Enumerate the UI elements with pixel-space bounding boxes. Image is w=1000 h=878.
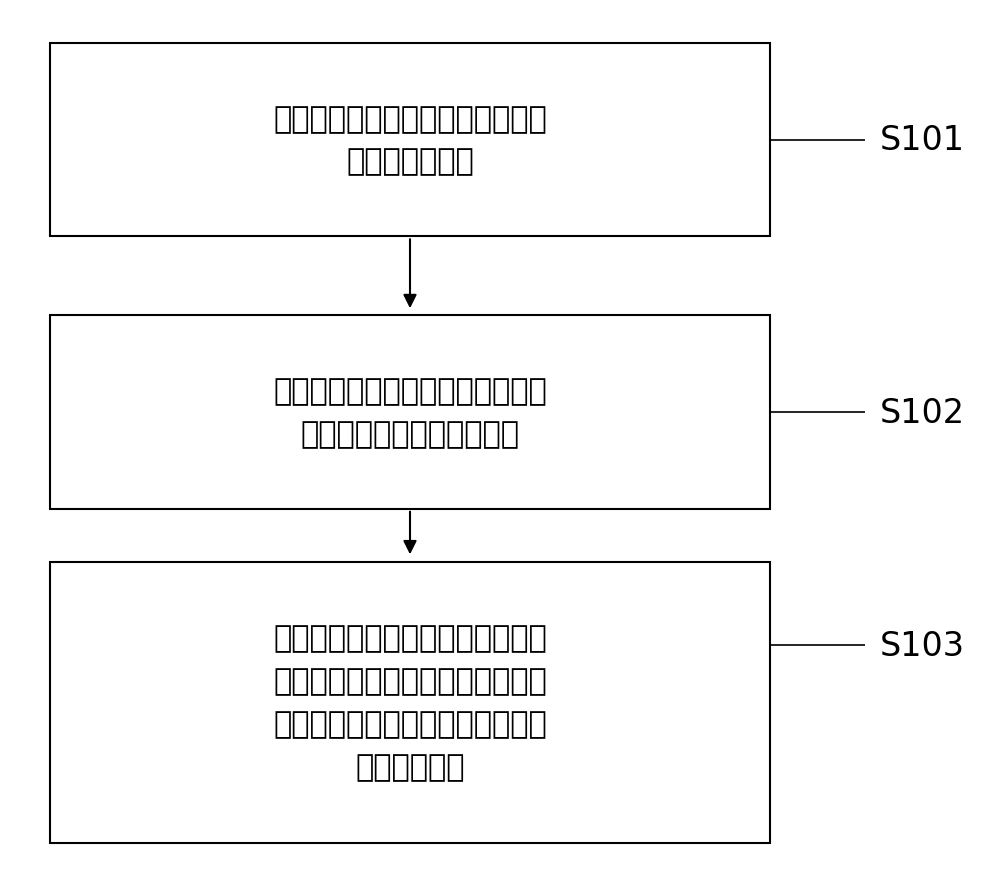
Text: S102: S102 [880, 396, 965, 429]
Text: 基于所述初始拖车质量、用户预输
入的拖车质量确定目标拖车质量，
根据所述目标拖车质量调用相应的
拖车防摆参数: 基于所述初始拖车质量、用户预输 入的拖车质量确定目标拖车质量， 根据所述目标拖车… [273, 623, 547, 781]
Text: 获取所述车辆的坡度信息、轮端扭
矩和纵向加速度: 获取所述车辆的坡度信息、轮端扭 矩和纵向加速度 [273, 104, 547, 176]
FancyBboxPatch shape [50, 316, 770, 509]
Text: S103: S103 [880, 629, 965, 662]
FancyBboxPatch shape [50, 562, 770, 843]
FancyBboxPatch shape [50, 44, 770, 237]
Text: S101: S101 [880, 124, 965, 157]
Text: 基于所述坡度信息、轮端扭矩和纵
向加速度确定初始拖车质量: 基于所述坡度信息、轮端扭矩和纵 向加速度确定初始拖车质量 [273, 377, 547, 449]
